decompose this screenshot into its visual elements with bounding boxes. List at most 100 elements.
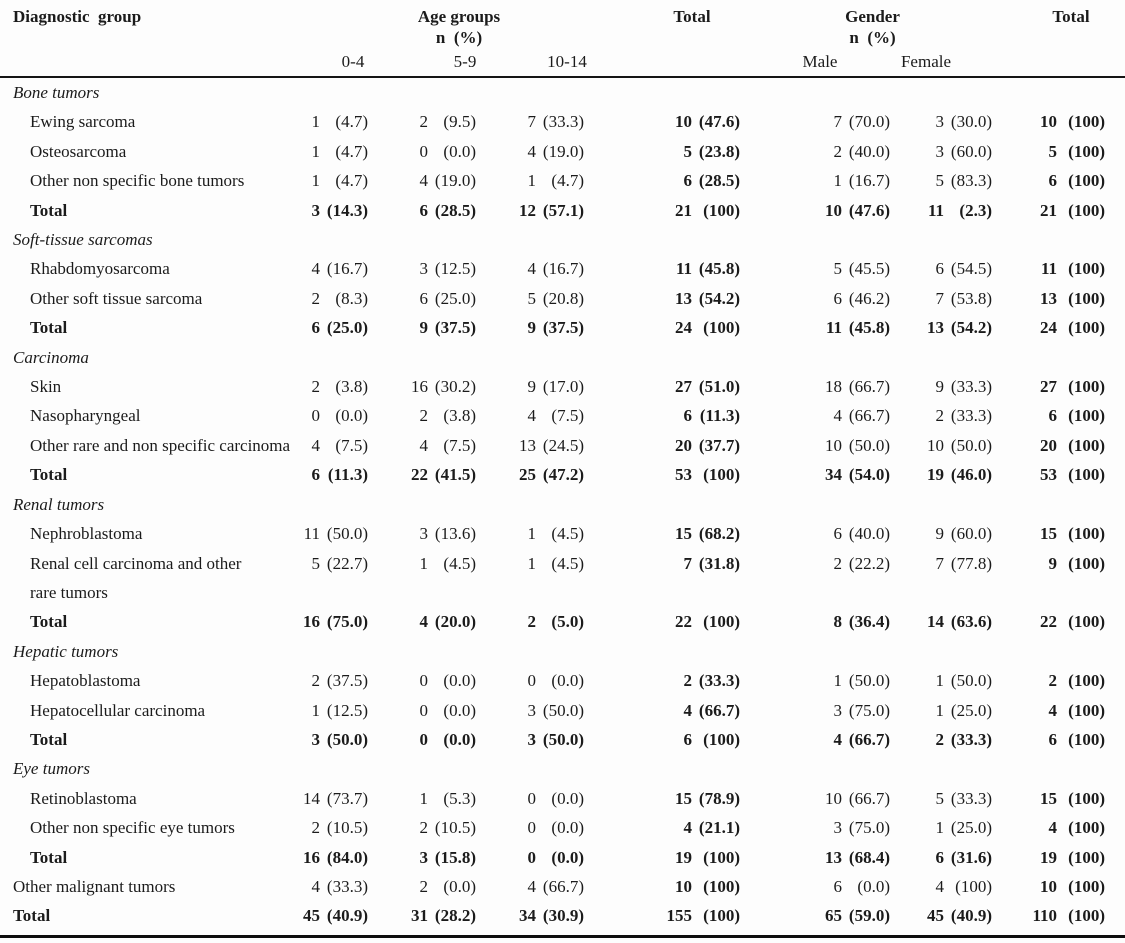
row-label: Hepatoblastoma xyxy=(30,671,141,691)
count-value: 2 xyxy=(833,141,843,161)
percent-value: (100) xyxy=(955,876,992,896)
count-value: 0 xyxy=(419,141,429,161)
percent-value: (20.8) xyxy=(542,288,584,308)
value-cell: 27 (100) xyxy=(1005,372,1125,401)
count-value: 7 xyxy=(935,288,945,308)
row-label: Skin xyxy=(30,377,62,397)
percent-value: (36.4) xyxy=(848,612,890,632)
total-row: Total 6 (11.3) 22 (41.5) 25 (47.2) 53 (100) 34 (54… xyxy=(0,460,1125,489)
value-cell: 4 (100) xyxy=(1005,696,1125,725)
table-row: Osteosarcoma 1 (4.7) 0 (0.0) 4 (19.0) 5 (23.8) 2(… xyxy=(0,137,1125,166)
col-header-total-gender: Total xyxy=(1052,7,1090,26)
count-value: 1 xyxy=(419,788,429,808)
percent-value: (0.0) xyxy=(443,141,476,161)
percent-value: (84.0) xyxy=(326,847,368,867)
percent-value: (4.7) xyxy=(335,171,368,191)
percent-value: (100) xyxy=(1068,200,1105,220)
percent-value: (12.5) xyxy=(326,700,368,720)
total-row: Total 16 (75.0) 4 (20.0) 2 (5.0) 22 (100) 8 (36.4)… xyxy=(0,607,1125,636)
percent-value: (59.0) xyxy=(848,906,890,926)
value-cell: 6 (25.0) xyxy=(278,313,386,342)
percent-value: (0.0) xyxy=(443,671,476,691)
count-value: 4 xyxy=(683,700,693,720)
percent-value: (30.2) xyxy=(434,377,476,397)
percent-value: (100) xyxy=(1068,141,1105,161)
count-value: 0 xyxy=(311,406,321,426)
percent-value: (57.1) xyxy=(542,200,584,220)
count-value: 2 xyxy=(311,288,321,308)
value-cell: 2 (22.2) xyxy=(790,549,892,578)
percent-value: (0.0) xyxy=(443,729,476,749)
count-value: 4 xyxy=(1048,818,1058,838)
count-value: 20 xyxy=(675,435,692,455)
value-cell: 13 (54.2) xyxy=(640,284,790,313)
group-label: Hepatic tumors xyxy=(13,641,119,661)
percent-value: (16.7) xyxy=(848,171,890,191)
value-cell: 3 (12.5) xyxy=(386,254,494,283)
percent-value: (100) xyxy=(1068,318,1105,338)
count-value: 110 xyxy=(1032,906,1057,926)
gender-n-pct-label: n (%) xyxy=(849,28,896,47)
table-row: Hepatoblastoma 2 (37.5) 0 (0.0) 0 (0.0) 2 (33.3)… xyxy=(0,666,1125,695)
value-cell: 10 (100) xyxy=(640,872,790,901)
percent-value: (21.1) xyxy=(698,818,740,838)
count-value: 2 xyxy=(311,818,321,838)
count-value: 15 xyxy=(675,524,692,544)
count-value: 15 xyxy=(1040,788,1057,808)
count-value: 34 xyxy=(519,906,536,926)
count-value: 13 xyxy=(519,435,536,455)
percent-value: (0.0) xyxy=(443,700,476,720)
table-header-row-2: 0-4 5-9 10-14 Male Female xyxy=(0,50,1125,78)
value-cell: 1 (4.7) xyxy=(278,137,386,166)
percent-value: (24.5) xyxy=(542,435,584,455)
percent-value: (46.0) xyxy=(950,465,992,485)
value-cell: 5 (45.5) xyxy=(790,254,892,283)
table-row: Nephroblastoma 11 (50.0) 3 (13.6) 1 (4.5) 15 (68… xyxy=(0,519,1125,548)
count-value: 3 xyxy=(419,847,429,867)
percent-value: (100) xyxy=(1068,847,1105,867)
value-cell: 1 (25.0) xyxy=(892,813,1005,842)
count-value: 1 xyxy=(311,171,321,191)
col-header-total-age: Total xyxy=(673,7,711,26)
percent-value: (100) xyxy=(703,318,740,338)
value-cell: 11 (100) xyxy=(1005,254,1125,283)
value-cell: 3 (60.0) xyxy=(892,137,1005,166)
count-value: 3 xyxy=(419,524,429,544)
value-cell: 4 (66.7) xyxy=(494,872,640,901)
percent-value: (50.0) xyxy=(542,700,584,720)
count-value: 3 xyxy=(311,200,321,220)
value-cell: 2 (10.5) xyxy=(278,813,386,842)
count-value: 24 xyxy=(675,318,692,338)
count-value: 4 xyxy=(419,171,429,191)
count-value: 10 xyxy=(927,435,944,455)
count-value: 7 xyxy=(683,553,693,573)
count-value: 4 xyxy=(527,406,537,426)
value-cell: 10 (100) xyxy=(1005,107,1125,136)
count-value: 4 xyxy=(833,729,843,749)
value-cell: 9 (37.5) xyxy=(494,313,640,342)
count-value: 11 xyxy=(927,200,944,220)
value-cell: 11 (2.3) xyxy=(892,196,1005,225)
value-cell: 3 (50.0) xyxy=(278,725,386,754)
percent-value: (83.3) xyxy=(950,171,992,191)
row-label: Total xyxy=(30,200,68,220)
percent-value: (75.0) xyxy=(326,612,368,632)
row-label: Ewing sarcoma xyxy=(30,112,136,132)
count-value: 24 xyxy=(1040,318,1057,338)
value-cell: 6 (0.0) xyxy=(790,872,892,901)
value-cell: 2 (37.5) xyxy=(278,666,386,695)
percent-value: (33.3) xyxy=(950,729,992,749)
count-value: 6 xyxy=(833,288,843,308)
count-value: 1 xyxy=(527,553,537,573)
count-value: 6 xyxy=(1048,406,1058,426)
percent-value: (30.0) xyxy=(950,112,992,132)
count-value: 1 xyxy=(311,141,321,161)
count-value: 3 xyxy=(935,112,945,132)
count-value: 6 xyxy=(683,406,693,426)
percent-value: (100) xyxy=(1068,259,1105,279)
count-value: 13 xyxy=(675,288,692,308)
percent-value: (100) xyxy=(1068,729,1105,749)
count-value: 15 xyxy=(1040,524,1057,544)
value-cell: 1 (4.7) xyxy=(278,166,386,195)
